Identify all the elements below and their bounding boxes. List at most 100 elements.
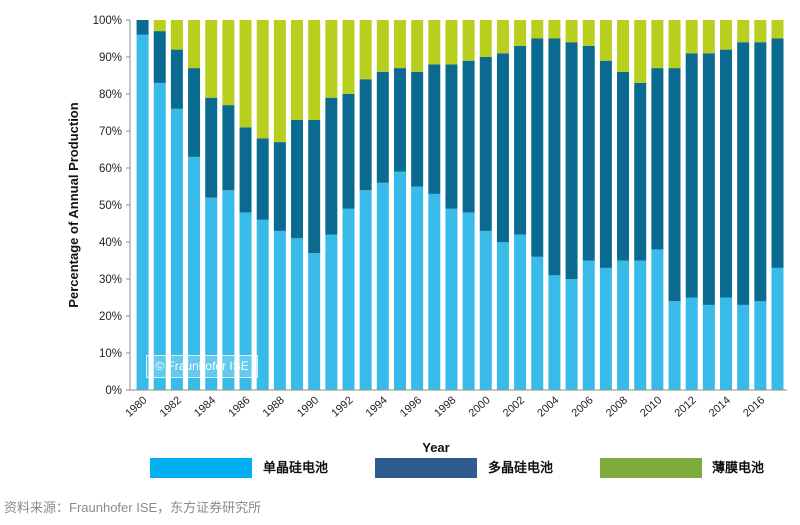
x-tick-label: 1980 bbox=[123, 394, 149, 419]
y-tick-label: 30% bbox=[99, 274, 122, 286]
bar-mono-si-2009 bbox=[634, 260, 647, 390]
bar-mono-si-1992 bbox=[342, 208, 355, 390]
bar-mono-si-2000 bbox=[479, 230, 492, 390]
bar-multi-si-1989 bbox=[291, 119, 304, 239]
bar-thin-film-1999 bbox=[462, 20, 475, 61]
bar-mono-si-1994 bbox=[376, 182, 389, 390]
bar-multi-si-2015 bbox=[737, 42, 750, 305]
bar-multi-si-2006 bbox=[582, 45, 595, 261]
y-tick-label: 100% bbox=[93, 15, 122, 27]
bar-thin-film-2009 bbox=[634, 20, 647, 83]
bar-thin-film-1983 bbox=[188, 20, 201, 69]
legend-swatch-thin-film bbox=[600, 458, 702, 478]
bar-thin-film-2000 bbox=[479, 20, 492, 57]
bar-multi-si-1994 bbox=[376, 71, 389, 183]
bar-thin-film-2017 bbox=[771, 20, 784, 39]
bar-thin-film-1982 bbox=[170, 20, 183, 50]
bar-thin-film-1989 bbox=[291, 20, 304, 120]
bar-thin-film-2001 bbox=[496, 20, 509, 54]
x-tick-label: 1982 bbox=[158, 394, 184, 419]
bars bbox=[136, 20, 784, 391]
bar-thin-film-2004 bbox=[548, 20, 561, 39]
legend-label-mono-si: 单晶硅电池 bbox=[263, 460, 329, 475]
bar-multi-si-2011 bbox=[668, 68, 681, 302]
legend-swatch-mono-si bbox=[150, 458, 252, 478]
bar-multi-si-1997 bbox=[428, 64, 441, 194]
bar-multi-si-1985 bbox=[222, 105, 235, 191]
bar-multi-si-1988 bbox=[273, 142, 286, 231]
bar-thin-film-1994 bbox=[376, 20, 389, 72]
x-tick-label: 2010 bbox=[638, 394, 664, 419]
bar-thin-film-1998 bbox=[445, 20, 458, 65]
bar-multi-si-1987 bbox=[256, 138, 269, 220]
bar-mono-si-2005 bbox=[565, 279, 578, 390]
bar-thin-film-1990 bbox=[308, 20, 321, 120]
bar-multi-si-2007 bbox=[599, 60, 612, 268]
bar-multi-si-2012 bbox=[685, 53, 698, 298]
bar-thin-film-2002 bbox=[514, 20, 527, 46]
bar-multi-si-1986 bbox=[239, 127, 252, 213]
bar-multi-si-2004 bbox=[548, 38, 561, 276]
bar-mono-si-1998 bbox=[445, 208, 458, 390]
bar-mono-si-1984 bbox=[205, 197, 218, 390]
bar-thin-film-1984 bbox=[205, 20, 218, 98]
bar-mono-si-2003 bbox=[531, 256, 544, 390]
bar-mono-si-2014 bbox=[720, 297, 733, 390]
x-tick-label: 2002 bbox=[501, 394, 527, 419]
bar-thin-film-1992 bbox=[342, 20, 355, 94]
bar-mono-si-2002 bbox=[514, 234, 527, 390]
bar-multi-si-1998 bbox=[445, 64, 458, 209]
bar-mono-si-2004 bbox=[548, 275, 561, 390]
bar-multi-si-2000 bbox=[479, 57, 492, 231]
bar-thin-film-1991 bbox=[325, 20, 338, 98]
bar-multi-si-2009 bbox=[634, 82, 647, 261]
bar-multi-si-2013 bbox=[702, 53, 715, 305]
bar-multi-si-1980 bbox=[136, 20, 149, 35]
x-tick-label: 1996 bbox=[398, 394, 424, 419]
x-axis-title: Year bbox=[422, 440, 449, 455]
x-tick-label: 2012 bbox=[672, 394, 698, 419]
bar-mono-si-2015 bbox=[737, 304, 750, 390]
x-tick-label: 1986 bbox=[226, 394, 252, 419]
bar-thin-film-2006 bbox=[582, 20, 595, 46]
y-tick-label: 40% bbox=[99, 237, 122, 249]
bar-mono-si-1987 bbox=[256, 219, 269, 390]
bar-multi-si-1983 bbox=[188, 68, 201, 157]
bar-thin-film-2008 bbox=[617, 20, 630, 72]
bar-thin-film-2011 bbox=[668, 20, 681, 69]
bar-multi-si-1993 bbox=[359, 79, 372, 191]
bar-multi-si-2003 bbox=[531, 38, 544, 257]
bar-multi-si-2001 bbox=[496, 53, 509, 242]
bar-multi-si-2016 bbox=[754, 42, 767, 302]
bar-mono-si-2001 bbox=[496, 242, 509, 390]
bar-mono-si-1985 bbox=[222, 190, 235, 390]
y-tick-label: 60% bbox=[99, 163, 122, 175]
x-tick-label: 1990 bbox=[295, 394, 321, 419]
bar-multi-si-1991 bbox=[325, 97, 338, 235]
bar-thin-film-2014 bbox=[720, 20, 733, 50]
bar-mono-si-1982 bbox=[170, 108, 183, 391]
bar-thin-film-2003 bbox=[531, 20, 544, 39]
x-tick-label: 1994 bbox=[364, 394, 390, 419]
source-note: 资料来源：Fraunhofer ISE，东方证券研究所 bbox=[4, 500, 262, 515]
bar-multi-si-1982 bbox=[170, 49, 183, 109]
legend-swatch-multi-si bbox=[375, 458, 477, 478]
bar-mono-si-1990 bbox=[308, 253, 321, 390]
legend-label-multi-si: 多晶硅电池 bbox=[488, 460, 554, 475]
bar-thin-film-1997 bbox=[428, 20, 441, 65]
x-tick-label: 2008 bbox=[604, 394, 630, 419]
bar-mono-si-2006 bbox=[582, 260, 595, 390]
bar-multi-si-1995 bbox=[393, 68, 406, 172]
x-tick-label: 2004 bbox=[535, 394, 561, 419]
bar-thin-film-1995 bbox=[393, 20, 406, 69]
bar-thin-film-2007 bbox=[599, 20, 612, 61]
bar-mono-si-1991 bbox=[325, 234, 338, 390]
x-tick-label: 2016 bbox=[741, 394, 767, 419]
bar-thin-film-1985 bbox=[222, 20, 235, 106]
bar-mono-si-1986 bbox=[239, 212, 252, 390]
y-tick-label: 90% bbox=[99, 52, 122, 64]
bar-multi-si-2010 bbox=[651, 68, 664, 250]
bar-mono-si-1988 bbox=[273, 230, 286, 390]
bar-multi-si-2002 bbox=[514, 45, 527, 235]
